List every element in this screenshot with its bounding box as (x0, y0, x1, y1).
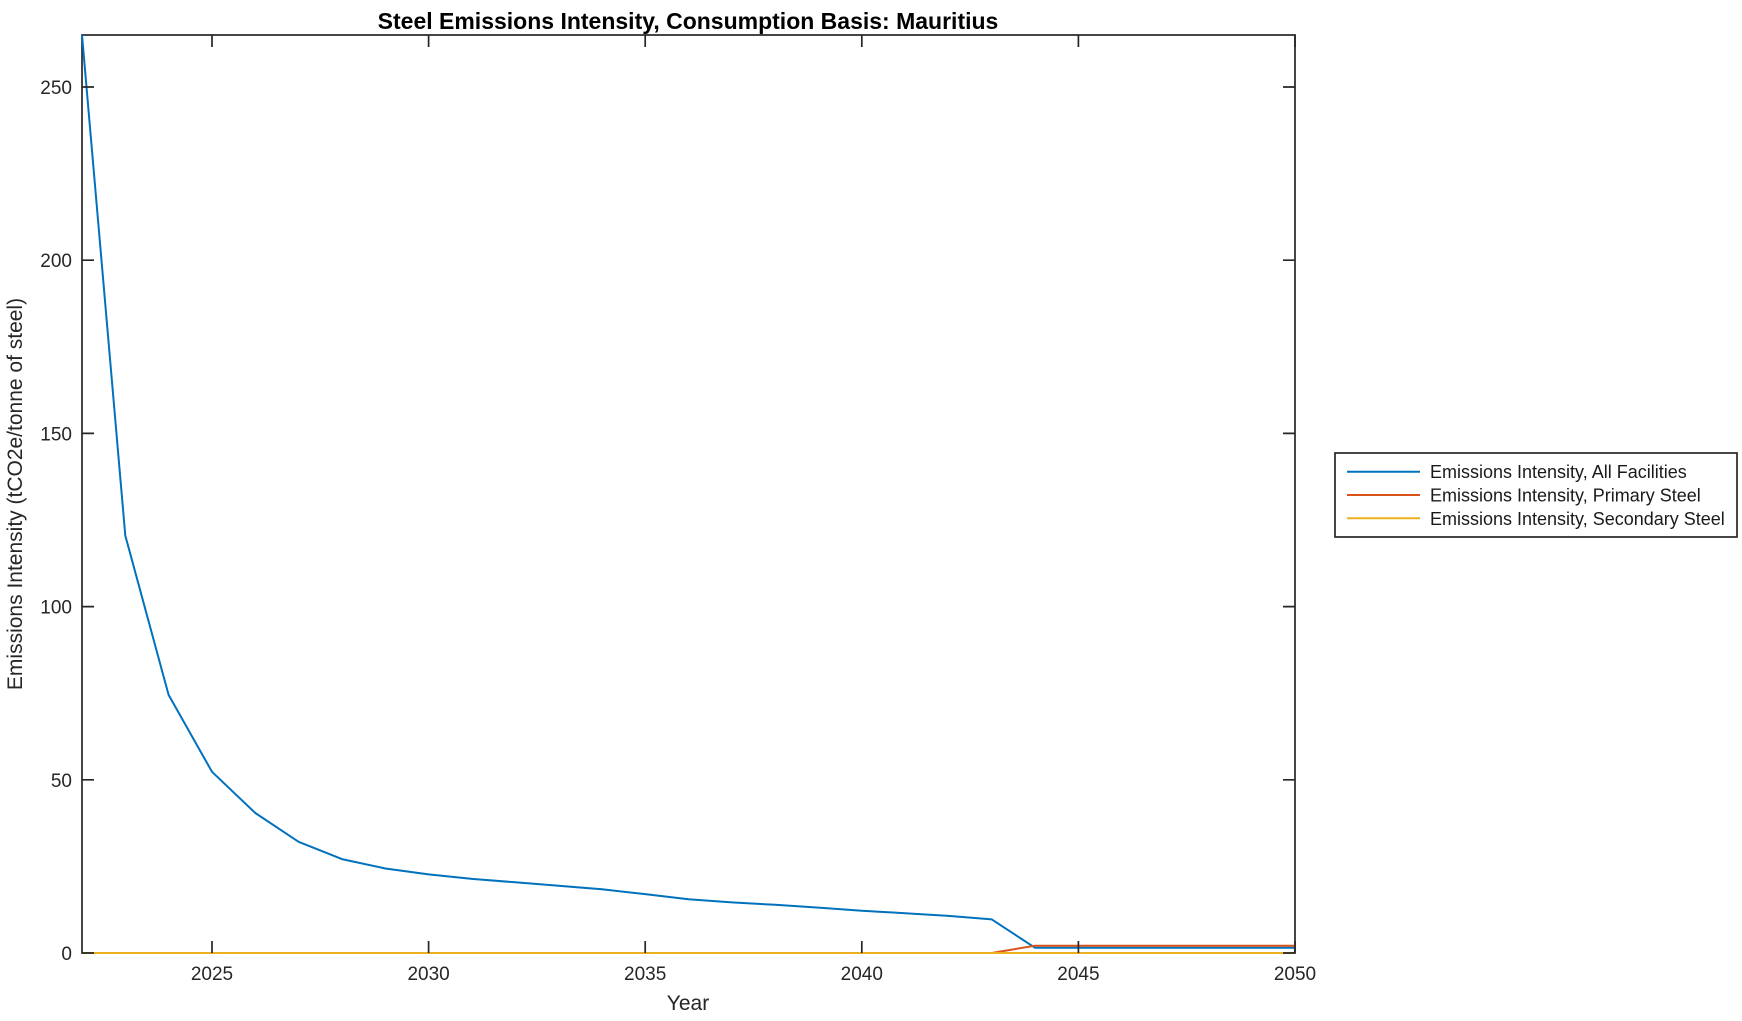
x-tick-2040: 2040 (841, 964, 883, 985)
axes-box (81, 34, 1296, 954)
plot-series (81, 34, 1295, 954)
x-tick-2045: 2045 (1057, 964, 1099, 985)
axis-tick-marks (82, 35, 1296, 954)
emissions-intensity-all-facilities-line (81, 34, 1295, 949)
legend-label-emissions-intensity-secondary-steel: Emissions Intensity, Secondary Steel (1430, 509, 1725, 529)
y-tick-200: 200 (40, 251, 72, 272)
x-axis-label: Year (667, 992, 709, 1015)
chart-title: Steel Emissions Intensity, Consumption B… (378, 8, 999, 34)
x-tick-2035: 2035 (624, 964, 666, 985)
x-tick-2050: 2050 (1274, 964, 1316, 985)
y-axis-label: Emissions Intensity (tCO2e/tonne of stee… (4, 298, 27, 690)
y-tick-50: 50 (51, 771, 72, 792)
y-tick-0: 0 (61, 944, 72, 965)
emissions-intensity-primary-steel-line (82, 944, 1295, 954)
legend: Emissions Intensity, All Facilities Emiss… (1334, 452, 1738, 538)
y-axis-tick-labels: 0 50 100 150 200 250 (40, 78, 72, 965)
x-tick-2030: 2030 (407, 964, 449, 985)
legend-label-emissions-intensity-all-facilities: Emissions Intensity, All Facilities (1430, 462, 1687, 482)
y-tick-100: 100 (40, 598, 72, 619)
y-tick-150: 150 (40, 424, 72, 445)
legend-label-emissions-intensity-primary-steel: Emissions Intensity, Primary Steel (1430, 486, 1701, 506)
y-tick-250: 250 (40, 78, 72, 99)
legend-rows: Emissions Intensity, All Facilities Emiss… (1347, 462, 1725, 529)
x-tick-2025: 2025 (191, 964, 233, 985)
x-axis-tick-labels: 2025 2030 2035 2040 2045 2050 (191, 964, 1316, 985)
